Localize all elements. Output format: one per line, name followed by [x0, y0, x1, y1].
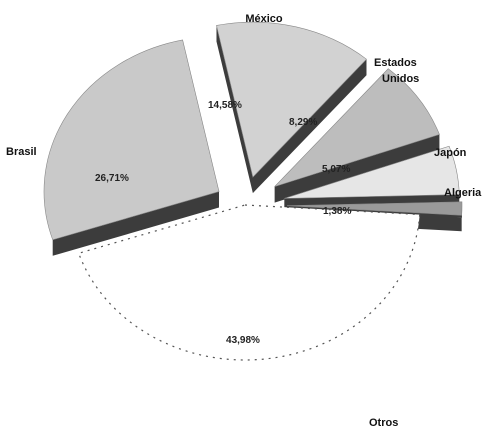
slice-mexico — [216, 21, 367, 178]
value-label-brasil: 26,71% — [95, 173, 129, 184]
label-otros: Otros — [369, 417, 398, 429]
value-label-mexico: 14,58% — [208, 100, 242, 111]
label-estados-unidos-line2: Unidos — [382, 73, 419, 85]
label-japon: Japón — [434, 147, 467, 159]
value-label-japon: 5,07% — [322, 164, 350, 175]
value-label-otros: 43,98% — [226, 335, 260, 346]
label-brasil: Brasil — [6, 146, 37, 158]
label-mexico: México — [245, 13, 283, 25]
label-algeria: Algeria — [444, 187, 482, 199]
slice-algeria — [286, 201, 463, 216]
value-label-estados-unidos: 8,29% — [289, 117, 317, 128]
value-label-algeria: 1,38% — [323, 206, 351, 217]
slice-estados-unidos — [274, 68, 440, 187]
slice-brasil — [43, 39, 220, 241]
slice-otros — [77, 204, 421, 361]
slice-japon — [284, 145, 460, 199]
label-estados-unidos-line1: Estados — [374, 57, 417, 69]
slices-layer — [43, 21, 463, 361]
